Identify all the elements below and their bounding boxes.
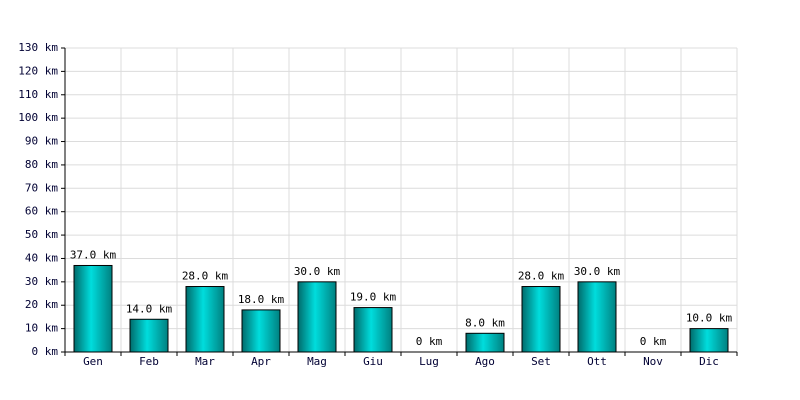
bar: [689, 328, 729, 353]
bar: [521, 286, 561, 353]
bar: [241, 309, 281, 353]
bar: [185, 286, 225, 353]
value-label: 28.0 km: [518, 270, 565, 283]
y-tick-label: 10 km: [25, 322, 58, 335]
y-tick-label: 90 km: [25, 135, 58, 148]
x-tick-label: Mar: [195, 355, 215, 368]
y-tick-label: 80 km: [25, 158, 58, 171]
y-tick-label: 130 km: [18, 41, 58, 54]
y-tick-label: 30 km: [25, 275, 58, 288]
bar: [353, 307, 393, 353]
y-tick-label: 60 km: [25, 205, 58, 218]
bar: [73, 264, 113, 353]
y-tick-label: 70 km: [25, 181, 58, 194]
value-label: 37.0 km: [70, 248, 117, 261]
value-label: 28.0 km: [182, 270, 229, 283]
value-label: 0 km: [416, 335, 443, 348]
y-tick-label: 40 km: [25, 251, 58, 264]
bar: [465, 332, 505, 353]
x-tick-label: Apr: [251, 355, 271, 368]
value-label: 0 km: [640, 335, 667, 348]
x-tick-label: Gen: [83, 355, 103, 368]
value-label: 30.0 km: [294, 265, 341, 278]
value-label: 8.0 km: [465, 316, 505, 329]
bar: [297, 281, 337, 353]
x-tick-label: Set: [531, 355, 551, 368]
value-label: 10.0 km: [686, 312, 733, 325]
y-tick-label: 50 km: [25, 228, 58, 241]
x-tick-label: Ago: [475, 355, 495, 368]
y-tick-label: 110 km: [18, 88, 58, 101]
y-tick-label: 120 km: [18, 64, 58, 77]
x-tick-label: Lug: [419, 355, 439, 368]
y-tick-label: 0 km: [32, 345, 59, 358]
value-label: 19.0 km: [350, 291, 397, 304]
x-tick-label: Dic: [699, 355, 719, 368]
value-label: 30.0 km: [574, 265, 621, 278]
x-tick-label: Nov: [643, 355, 663, 368]
bar: [129, 318, 169, 353]
x-tick-label: Ott: [587, 355, 607, 368]
x-tick-label: Mag: [307, 355, 327, 368]
x-tick-label: Feb: [139, 355, 159, 368]
value-label: 18.0 km: [238, 293, 285, 306]
value-label: 14.0 km: [126, 302, 173, 315]
y-tick-label: 20 km: [25, 298, 58, 311]
y-tick-label: 100 km: [18, 111, 58, 124]
bar: [577, 281, 617, 353]
x-tick-label: Giu: [363, 355, 383, 368]
